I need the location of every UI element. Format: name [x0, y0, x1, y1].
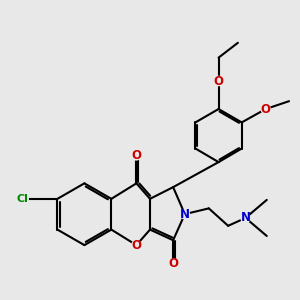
Circle shape [260, 104, 271, 114]
Text: O: O [168, 257, 178, 270]
Text: N: N [241, 212, 250, 224]
Text: N: N [180, 208, 190, 220]
Circle shape [131, 150, 142, 160]
Text: Cl: Cl [17, 194, 28, 204]
Circle shape [213, 76, 224, 86]
Text: O: O [214, 74, 224, 88]
Circle shape [168, 258, 178, 269]
Circle shape [16, 193, 29, 205]
Circle shape [131, 240, 142, 250]
Text: O: O [261, 103, 271, 116]
Text: O: O [131, 238, 141, 252]
Text: O: O [131, 149, 141, 162]
Circle shape [240, 213, 251, 223]
Circle shape [179, 209, 190, 219]
